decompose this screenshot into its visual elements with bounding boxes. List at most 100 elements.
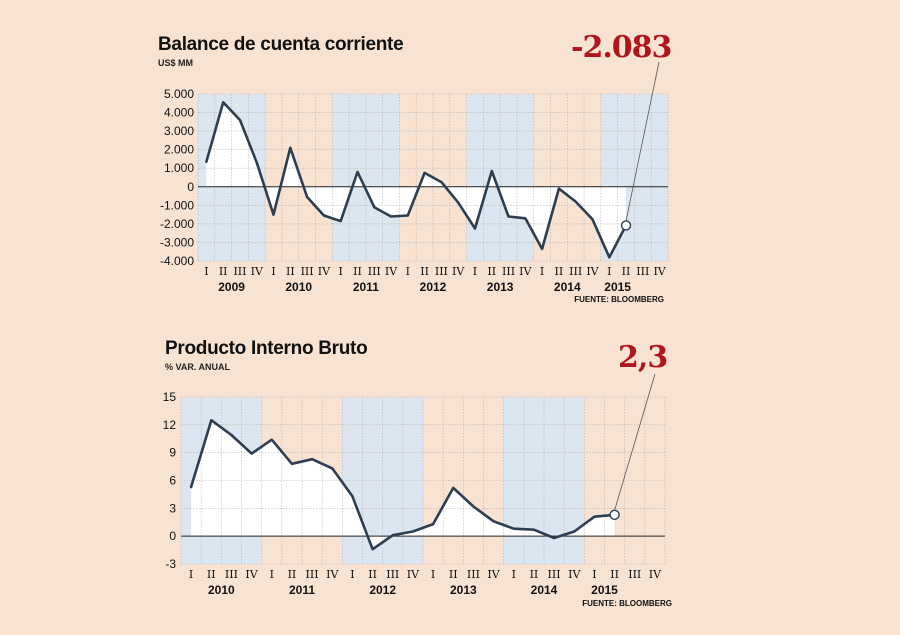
chart2-quarter-label: IV (487, 568, 500, 581)
chart2-quarter-label: III (467, 568, 480, 581)
chart2-year-label: 2013 (450, 583, 477, 597)
chart1-year-label: 2015 (604, 280, 631, 294)
chart1-source-label: FUENTE: BLOOMBERG (574, 295, 664, 304)
chart2-leader-line (614, 373, 656, 511)
chart2-quarter-label: II (288, 568, 297, 581)
chart2-data-point (593, 515, 596, 518)
chart2-data-point (210, 419, 213, 422)
chart1-year-label: 2009 (218, 280, 245, 294)
chart2-data-point (230, 434, 233, 437)
chart1-series-line (205, 101, 628, 259)
chart2-unit-label: % VAR. ANUAL (165, 362, 230, 372)
chart1-quarter-label: II (622, 265, 631, 278)
chart2-source-label: FUENTE: BLOOMBERG (582, 599, 672, 608)
chart1-data-point (339, 220, 342, 223)
chart2-data-point (432, 523, 435, 526)
chart1-quarter-label: I (473, 265, 477, 278)
chart1-quarter-label: IV (385, 265, 398, 278)
chart1-data-point (457, 201, 460, 204)
chart2-quarter-label: III (628, 568, 641, 581)
chart1-year-label: 2011 (353, 280, 379, 294)
chart2-series-line (189, 418, 616, 551)
chart2-quarter-label: I (189, 568, 193, 581)
chart2-quarter-label: II (530, 568, 539, 581)
chart1-year-label: 2012 (420, 280, 447, 294)
chart1-data-point (474, 227, 477, 230)
chart1-y-tick-label: -2.000 (160, 217, 194, 231)
chart2-data-point (512, 527, 515, 530)
chart2-data-point (391, 534, 394, 537)
chart2-quarter-label: IV (568, 568, 581, 581)
chart2-year-label: 2014 (531, 583, 558, 597)
chart2-year-label: 2012 (369, 583, 396, 597)
chart1-y-tick-label: 5.000 (164, 87, 194, 101)
chart1-data-point (490, 170, 493, 173)
chart1-quarter-label: III (569, 265, 582, 278)
chart2-data-point (351, 495, 354, 498)
chart1-quarter-label: IV (318, 265, 331, 278)
chart1-y-tick-label: 2.000 (164, 143, 194, 157)
chart1-quarter-label: II (487, 265, 496, 278)
chart2-y-tick-label: 9 (169, 446, 176, 460)
chart1-quarter-label: IV (586, 265, 599, 278)
chart1-data-point (507, 215, 510, 218)
chart2-quarter-label: IV (649, 568, 662, 581)
chart2-data-point (371, 548, 374, 551)
chart1-data-point (255, 161, 258, 164)
chart1-y-tick-label: -3.000 (160, 235, 194, 249)
chart2-year-label: 2015 (591, 583, 618, 597)
chart1-y-tick-label: 0 (187, 180, 194, 194)
chart1-quarter-label: II (353, 265, 362, 278)
chart1-year-label: 2014 (554, 280, 581, 294)
chart2-y-tick-label: -3 (165, 557, 176, 571)
chart2-quarter-label: I (270, 568, 274, 581)
chart1-data-point (591, 218, 594, 221)
chart1-data-point (323, 214, 326, 217)
chart2-data-point (492, 520, 495, 523)
chart1-quarter-label: I (607, 265, 611, 278)
chart2-data-point (331, 467, 334, 470)
chart2-data-point (573, 530, 576, 533)
chart2-quarter-label: III (225, 568, 238, 581)
chart2-quarter-label: IV (326, 568, 339, 581)
chart1-data-point (272, 213, 275, 216)
chart2-y-tick-label: 3 (169, 501, 176, 515)
chart2-quarter-label: II (368, 568, 377, 581)
chart1-y-tick-label: 3.000 (164, 124, 194, 138)
chart1-y-tick-label: 4.000 (164, 106, 194, 120)
chart2-data-point (412, 530, 415, 533)
chart1-data-point (440, 181, 443, 184)
chart1-quarter-label: I (271, 265, 275, 278)
chart1-data-point (608, 256, 611, 259)
chart1-data-point (541, 248, 544, 251)
chart1-y-tick-label: -1.000 (160, 198, 194, 212)
chart1-data-point (289, 147, 292, 150)
chart2-quarter-label: IV (245, 568, 258, 581)
chart2-quarter-label: I (350, 568, 354, 581)
chart1-quarter-label: IV (653, 265, 666, 278)
chart1-data-point (407, 214, 410, 217)
chart1-quarter-label: II (420, 265, 429, 278)
chart2-quarter-label: II (610, 568, 619, 581)
chart2-quarter-label: II (207, 568, 216, 581)
chart2-data-point (553, 537, 556, 540)
chart1-unit-label: US$ MM (158, 58, 194, 68)
chart2-data-point (533, 528, 536, 531)
chart2-quarter-label: III (306, 568, 319, 581)
chart2-quarter-label: I (431, 568, 435, 581)
chart1-year-label: 2010 (285, 280, 312, 294)
chart2-quarter-label: III (548, 568, 561, 581)
chart1-quarter-label: IV (519, 265, 532, 278)
chart1-quarter-label: III (636, 265, 649, 278)
chart1-area-fill (206, 102, 627, 258)
chart1-data-point (306, 196, 309, 199)
chart2-year-label: 2010 (208, 583, 235, 597)
chart1-quarter-label: I (540, 265, 544, 278)
chart1-quarter-label: III (301, 265, 314, 278)
chart2-quarter-label: I (592, 568, 596, 581)
chart1-year-label: 2013 (487, 280, 514, 294)
chart2-y-tick-label: 12 (163, 418, 177, 432)
chart2-y-tick-label: 15 (163, 390, 177, 404)
chart2-quarter-label: I (512, 568, 516, 581)
chart1-leader-line (625, 61, 660, 222)
